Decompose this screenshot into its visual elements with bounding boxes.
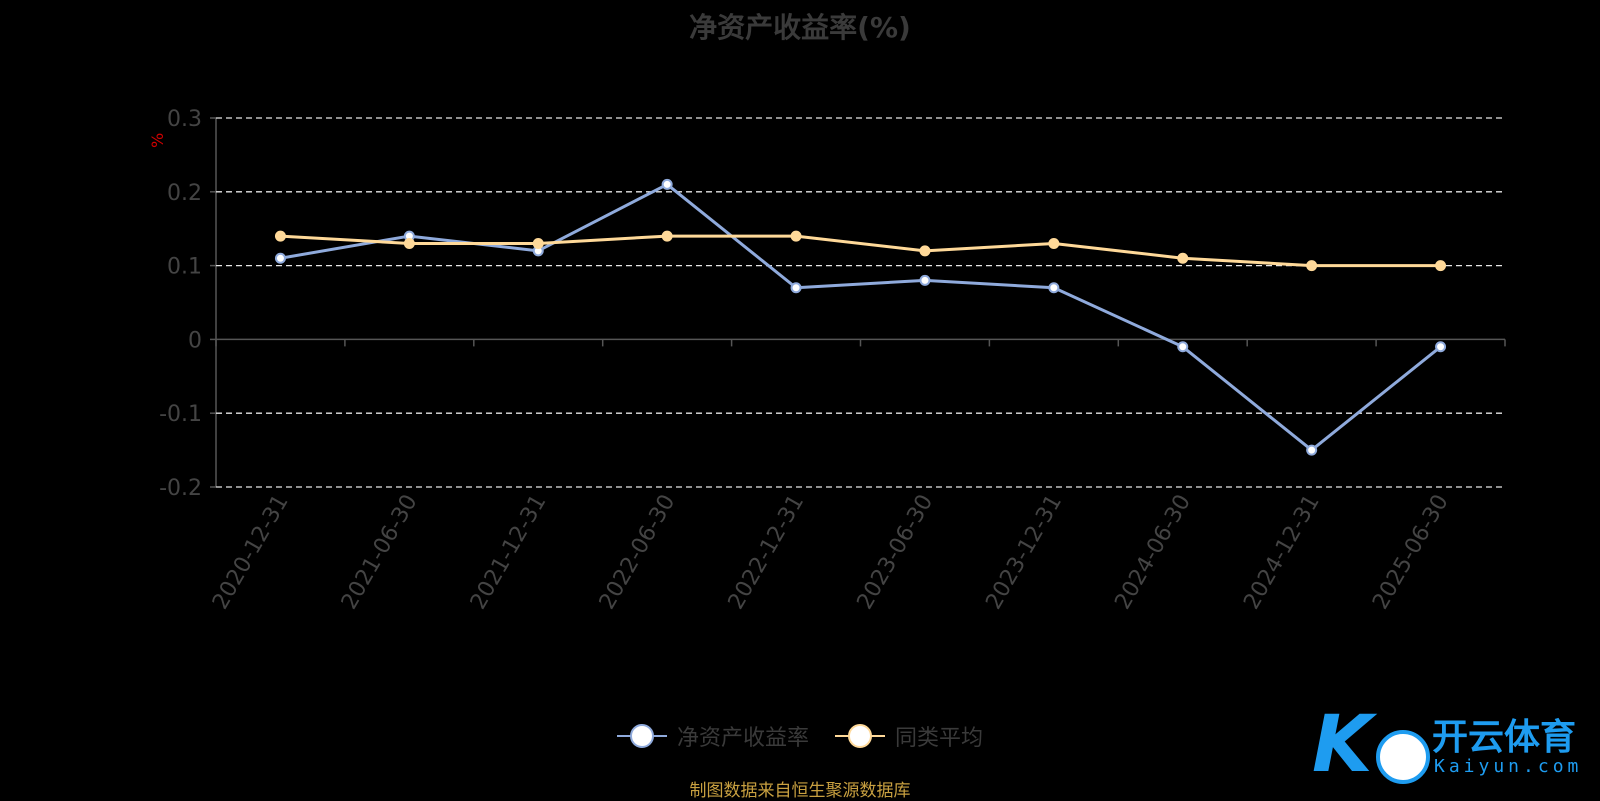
series-0-point-5 xyxy=(919,274,931,286)
y-tick-label-5: -0.2 xyxy=(159,476,202,501)
series-0-point-0 xyxy=(274,252,286,264)
series-line-1 xyxy=(280,234,1441,268)
x-tick-label-6: 2023-12-31 xyxy=(981,491,1067,614)
y-tick-label-2: 0.1 xyxy=(167,255,202,280)
series-1-point-1 xyxy=(403,237,415,249)
series-0-point-8 xyxy=(1306,444,1318,456)
y-tick-label-0: 0.3 xyxy=(167,107,202,132)
series-1-point-8 xyxy=(1306,260,1318,272)
x-tick-label-4: 2022-12-31 xyxy=(724,491,810,614)
logo-k-mark: K xyxy=(1312,700,1373,790)
y-tick-label-4: -0.1 xyxy=(159,402,202,427)
legend-swatch-peer-avg xyxy=(835,724,885,748)
series-1-point-5 xyxy=(919,245,931,257)
source-note: 制图数据来自恒生聚源数据库 xyxy=(689,781,911,801)
series-1-point-7 xyxy=(1177,252,1189,264)
kaiyun-logo: K 开云体育 Kaiyun.com xyxy=(1312,700,1592,790)
legend-label-roe: 净资产收益率 xyxy=(676,726,809,751)
series-0-point-3 xyxy=(661,178,673,190)
y-tick-label-1: 0.2 xyxy=(167,181,202,206)
legend-swatch-roe xyxy=(616,724,667,748)
series-0-point-7 xyxy=(1177,341,1189,353)
y-tick-label-3: 0 xyxy=(188,328,202,353)
series-1-point-2 xyxy=(532,237,544,249)
chart-title: 净资产收益率(%) xyxy=(689,11,911,44)
series-1-point-0 xyxy=(274,230,286,242)
legend: 净资产收益率 同类平均 xyxy=(0,720,1600,752)
series-1-point-4 xyxy=(790,230,802,242)
legend-item-roe[interactable]: 净资产收益率 xyxy=(616,720,809,752)
legend-item-peer-avg[interactable]: 同类平均 xyxy=(835,720,983,752)
soccer-ball-icon xyxy=(1376,730,1430,784)
x-tick-label-0: 2020-12-31 xyxy=(208,491,294,614)
x-tick-label-7: 2024-06-30 xyxy=(1110,491,1196,614)
series-1-point-6 xyxy=(1048,237,1060,249)
series-0-point-6 xyxy=(1048,282,1060,294)
x-tick-label-3: 2022-06-30 xyxy=(595,491,681,614)
logo-text-en: Kaiyun.com xyxy=(1434,756,1583,777)
series-1-point-9 xyxy=(1435,260,1447,272)
x-tick-label-5: 2023-06-30 xyxy=(853,490,939,613)
legend-label-peer-avg: 同类平均 xyxy=(895,726,984,751)
series-line-0 xyxy=(280,182,1442,452)
x-tick-label-9: 2025-06-30 xyxy=(1368,491,1454,614)
logo-text-cn: 开云体育 xyxy=(1432,717,1577,758)
x-tick-label-2: 2021-12-31 xyxy=(466,491,552,614)
series-1-point-3 xyxy=(661,230,673,242)
x-tick-label-1: 2021-06-30 xyxy=(337,490,423,613)
x-tick-label-8: 2024-12-31 xyxy=(1239,491,1325,614)
series-0-point-4 xyxy=(790,282,802,294)
series-0-point-9 xyxy=(1435,341,1447,353)
